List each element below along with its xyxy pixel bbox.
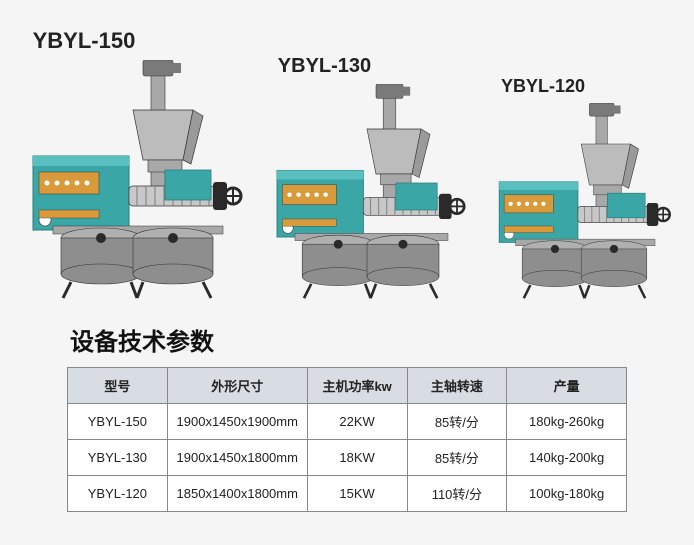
cell-capacity: 180kg-260kg [507,404,627,440]
machine-120 [491,103,671,300]
machine-130 [268,84,466,300]
product-150: YBYL-150 [23,28,243,300]
cell-capacity: 100kg-180kg [507,476,627,512]
th-dimensions: 外形尺寸 [167,368,307,404]
product-label-130: YBYL-130 [278,55,371,78]
cell-power: 15KW [307,476,407,512]
cell-dimensions: 1900x1450x1800mm [167,440,307,476]
products-row: YBYL-150 YBYL-130 [0,0,694,310]
th-model: 型号 [68,368,168,404]
product-label-120: YBYL-120 [501,76,585,97]
cell-speed: 110转/分 [407,476,507,512]
cell-model: YBYL-120 [68,476,168,512]
th-power: 主机功率kw [307,368,407,404]
section-title: 设备技术参数 [70,322,694,357]
cell-dimensions: 1850x1400x1800mm [167,476,307,512]
product-label-150: YBYL-150 [33,28,136,54]
th-capacity: 产量 [507,368,627,404]
cell-power: 22KW [307,404,407,440]
table-header-row: 型号 外形尺寸 主机功率kw 主轴转速 产量 [68,368,627,404]
product-120: YBYL-120 [491,76,671,300]
product-130: YBYL-130 [268,55,466,300]
th-speed: 主轴转速 [407,368,507,404]
machine-150 [23,60,243,300]
table-body: YBYL-150 1900x1450x1900mm 22KW 85转/分 180… [68,404,627,512]
cell-capacity: 140kg-200kg [507,440,627,476]
cell-model: YBYL-150 [68,404,168,440]
table-row: YBYL-120 1850x1400x1800mm 15KW 110转/分 10… [68,476,627,512]
cell-model: YBYL-130 [68,440,168,476]
table-row: YBYL-150 1900x1450x1900mm 22KW 85转/分 180… [68,404,627,440]
cell-power: 18KW [307,440,407,476]
table-row: YBYL-130 1900x1450x1800mm 18KW 85转/分 140… [68,440,627,476]
cell-speed: 85转/分 [407,440,507,476]
cell-dimensions: 1900x1450x1900mm [167,404,307,440]
cell-speed: 85转/分 [407,404,507,440]
spec-table: 型号 外形尺寸 主机功率kw 主轴转速 产量 YBYL-150 1900x145… [67,367,627,512]
